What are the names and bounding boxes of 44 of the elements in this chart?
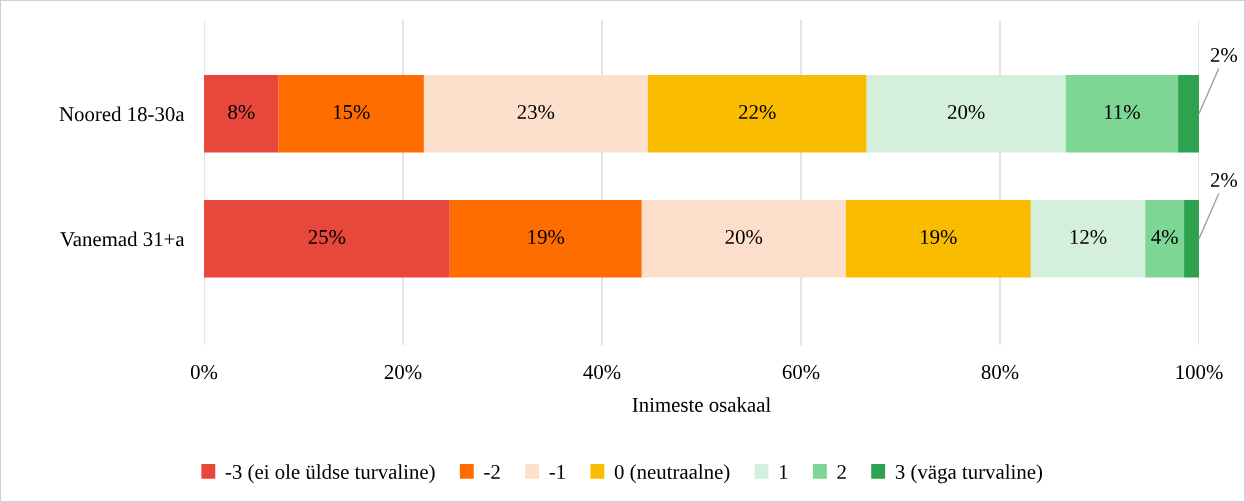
data-label: 19% [921, 229, 957, 245]
data-label: 4% [1151, 229, 1178, 245]
bar [204, 200, 450, 278]
data-label: 15% [334, 104, 370, 120]
bar [1145, 200, 1185, 278]
data-label: 19% [528, 229, 565, 245]
bar [647, 75, 867, 153]
bar [423, 75, 648, 153]
data-label: 22% [739, 104, 776, 120]
data-label: 25% [308, 229, 346, 245]
data-label: 8% [228, 104, 255, 120]
legend-label: -2 [484, 464, 500, 479]
data-label: 20% [725, 229, 763, 245]
legend-label: -3 (ei ole üldse turvaline) [225, 464, 435, 484]
data-label: 2% [1210, 172, 1238, 188]
y-tick-label: Noored 18-30a [59, 106, 185, 122]
bar [641, 200, 846, 278]
data-label: 11% [1105, 104, 1140, 120]
legend-label: 0 (neutraalne) [614, 464, 730, 484]
x-tick-label: 40% [583, 365, 621, 380]
x-axis-title: Inimeste osakaal [632, 397, 771, 412]
legend-label: 2 [837, 464, 846, 479]
bar [845, 200, 1031, 278]
bar [866, 75, 1066, 153]
x-tick-label: 80% [981, 365, 1019, 380]
x-tick-label: 20% [384, 365, 422, 380]
bar [1065, 75, 1179, 153]
legend-label: 1 [780, 465, 788, 479]
data-label: 20% [947, 104, 985, 120]
data-label: 23% [517, 104, 555, 120]
legend-label: -1 [549, 465, 565, 479]
x-tick-label: 100% [1176, 365, 1223, 380]
legend-label: 3 (väga turvaline) [895, 464, 1043, 484]
bar [449, 200, 642, 278]
data-label: 2% [1210, 47, 1238, 63]
y-tick-label: Vanemad 31+a [60, 231, 185, 247]
bar [1184, 200, 1199, 278]
x-tick-label: 0% [190, 365, 218, 380]
bar [1178, 75, 1199, 153]
bar [1030, 200, 1146, 278]
x-tick-label: 60% [782, 365, 820, 380]
bar [278, 75, 424, 153]
bar [204, 75, 279, 153]
data-label: 12% [1070, 229, 1107, 245]
